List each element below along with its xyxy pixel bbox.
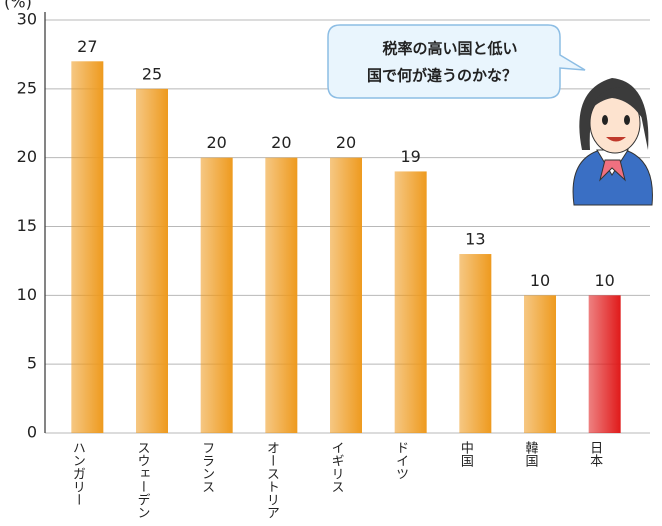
speech-bubble: 税率の高い国と低い 国で何が違うのかな？ bbox=[327, 24, 586, 99]
x-tick-label: 中国 bbox=[458, 441, 473, 467]
y-tick-label: 20 bbox=[17, 147, 37, 166]
bar bbox=[524, 295, 556, 433]
bar bbox=[330, 157, 362, 433]
y-tick-label: 10 bbox=[17, 285, 37, 304]
y-tick-label: 15 bbox=[17, 216, 37, 235]
y-tick-label: 0 bbox=[27, 423, 37, 442]
data-label: 20 bbox=[336, 133, 356, 152]
data-label: 27 bbox=[77, 37, 97, 56]
x-tick-label: 韓国 bbox=[523, 441, 539, 467]
x-tick-label: 日本 bbox=[587, 441, 603, 467]
bubble-line: 税率の高い国と低い bbox=[382, 40, 517, 58]
y-axis-label: (%) bbox=[4, 0, 32, 12]
bubble-line: 国で何が違うのかな？ bbox=[367, 67, 517, 85]
data-label: 13 bbox=[465, 230, 485, 249]
data-label: 19 bbox=[400, 147, 420, 166]
y-tick-label: 30 bbox=[17, 10, 37, 29]
x-tick-label: オーストリア bbox=[264, 441, 279, 519]
y-tick-label: 25 bbox=[17, 78, 37, 97]
y-tick-label: 5 bbox=[27, 354, 37, 373]
data-label: 10 bbox=[594, 271, 614, 290]
x-tick-label: フランス bbox=[199, 441, 214, 493]
bar bbox=[588, 295, 621, 433]
x-tick-label: イギリス bbox=[329, 441, 344, 493]
bar bbox=[71, 61, 104, 434]
x-tick-label: ドイツ bbox=[393, 441, 408, 480]
data-label: 10 bbox=[530, 271, 550, 290]
bar bbox=[459, 254, 492, 433]
plot-area: 0 5 10 15 20 25 30 27 ハンガリー 25 スウェーデン 20 フランス 20 オーストリ… bbox=[17, 10, 650, 519]
data-label: 25 bbox=[142, 64, 162, 83]
data-label: 20 bbox=[206, 133, 226, 152]
data-label: 20 bbox=[271, 133, 291, 152]
bar bbox=[265, 157, 298, 433]
girl-illustration bbox=[572, 78, 653, 206]
bar bbox=[136, 88, 168, 433]
x-tick-label: スウェーデン bbox=[135, 441, 150, 519]
bar bbox=[200, 157, 233, 433]
x-tick-label: ハンガリー bbox=[70, 441, 85, 506]
bar bbox=[394, 171, 427, 433]
